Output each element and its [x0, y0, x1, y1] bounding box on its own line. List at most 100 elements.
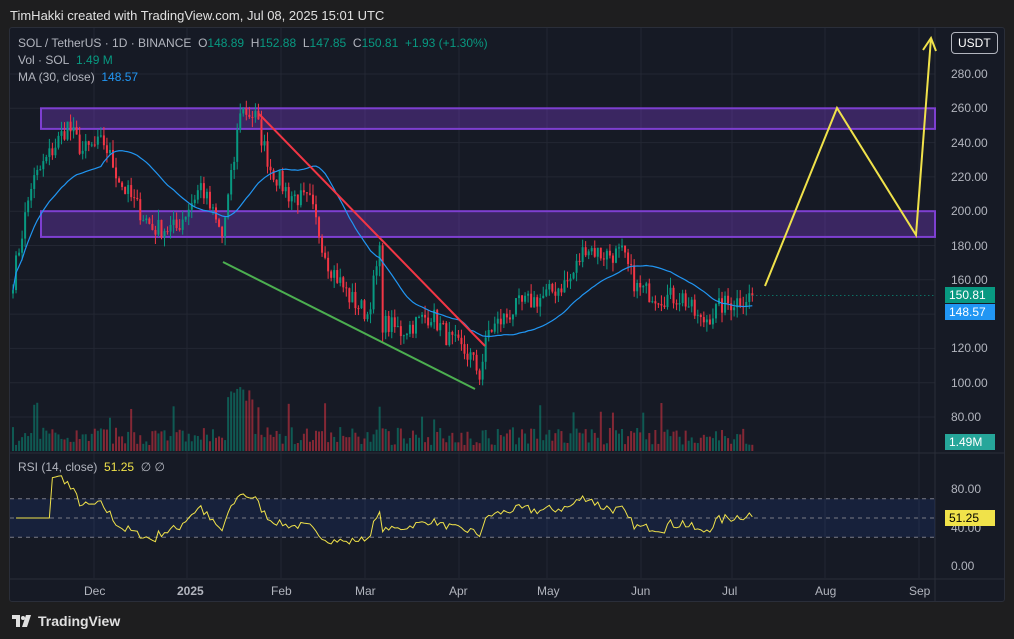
volume-bar: [424, 442, 427, 451]
candle-body: [75, 127, 78, 135]
volume-bar: [27, 436, 30, 451]
volume-bar: [12, 427, 14, 451]
candle-body: [678, 303, 681, 305]
price-tick: 240.00: [951, 135, 988, 150]
volume-bar: [342, 435, 345, 451]
volume-bar: [333, 436, 336, 451]
volume-bar: [324, 403, 327, 451]
candle-body: [587, 251, 590, 256]
volume-value: 1.49 M: [76, 53, 113, 67]
candle-body: [493, 323, 496, 332]
currency-button[interactable]: USDT: [951, 32, 998, 54]
volume-bar: [542, 440, 545, 451]
volume-bar: [514, 444, 517, 451]
candle-body: [236, 129, 239, 162]
candle-body: [239, 113, 242, 130]
volume-bar: [284, 435, 287, 451]
time-tick: May: [537, 584, 560, 598]
volume-bar: [166, 440, 169, 451]
volume-bar: [651, 444, 654, 451]
volume-bar: [299, 440, 302, 451]
rsi-tick: 0.00: [951, 559, 975, 573]
candle-body: [608, 250, 611, 256]
candle-body: [472, 352, 475, 355]
price-chart[interactable]: [10, 28, 1005, 602]
volume-bar: [627, 436, 630, 451]
volume-bar: [496, 429, 499, 451]
price-tick: 200.00: [951, 204, 988, 219]
volume-bar: [566, 442, 569, 451]
candle-body: [166, 231, 169, 233]
volume-bar: [524, 433, 527, 451]
candle-body: [642, 285, 645, 288]
candle-body: [245, 108, 248, 115]
rsi-extra: ∅ ∅: [140, 460, 165, 474]
volume-bar: [451, 432, 454, 451]
volume-bar: [705, 436, 708, 451]
candle-body: [360, 300, 363, 309]
volume-bar: [181, 430, 184, 451]
candle-body: [545, 289, 548, 296]
rsi-line: [16, 475, 753, 545]
candle-body: [663, 305, 666, 308]
candle-body: [581, 247, 584, 263]
rsi-tick: 80.00: [951, 482, 982, 497]
low-value: 147.85: [309, 36, 347, 50]
candle-body: [121, 182, 124, 187]
candle-body: [99, 135, 102, 137]
volume-bar: [351, 428, 354, 451]
volume-bar: [721, 430, 724, 451]
volume-bar: [533, 428, 536, 451]
volume-bar: [272, 436, 275, 451]
volume-bar: [545, 434, 548, 451]
volume-bar: [118, 436, 121, 451]
price-tick: 180.00: [951, 238, 988, 253]
candle-body: [475, 354, 478, 371]
volume-bar: [502, 436, 505, 451]
chart-panel[interactable]: SOL / TetherUS · 1D · BINANCE O148.89 H1…: [9, 27, 1005, 602]
candle-body: [293, 194, 296, 197]
candle-body: [154, 229, 157, 235]
volume-bar: [296, 442, 299, 451]
volume-bar: [375, 429, 378, 451]
volume-bar: [387, 431, 390, 451]
volume-bar: [624, 444, 627, 451]
candle-body: [596, 247, 599, 257]
volume-bar: [708, 436, 711, 451]
candle-body: [724, 295, 727, 313]
volume-bar: [608, 427, 611, 451]
volume-bar: [490, 444, 493, 451]
volume-bar: [384, 428, 387, 451]
candle-body: [654, 301, 657, 304]
candle-body: [266, 141, 269, 167]
volume-bar: [257, 407, 260, 451]
volume-bar: [199, 439, 202, 451]
candle-body: [387, 315, 390, 332]
volume-bar: [30, 433, 33, 451]
candle-body: [514, 298, 517, 315]
volume-bar: [75, 430, 78, 451]
candle-body: [339, 277, 342, 283]
candle-body: [142, 220, 145, 222]
candle-body: [66, 121, 69, 140]
candle-body: [527, 293, 530, 296]
volume-bar: [390, 444, 393, 451]
candle-body: [405, 333, 408, 336]
volume-bar: [418, 437, 421, 451]
volume-bar: [487, 438, 490, 451]
candle-body: [639, 282, 642, 288]
symbol-name: SOL / TetherUS · 1D · BINANCE: [18, 36, 192, 50]
volume-bar: [239, 387, 242, 451]
candle-body: [84, 141, 87, 151]
volume-bar: [293, 444, 296, 451]
candle-body: [648, 283, 651, 303]
candle-body: [751, 293, 754, 296]
volume-bar: [190, 441, 193, 451]
candle-body: [660, 303, 663, 306]
candle-body: [118, 178, 121, 183]
candle-body: [321, 237, 324, 253]
volume-bar: [133, 432, 136, 451]
volume-bar: [654, 429, 657, 451]
candle-body: [548, 283, 551, 290]
volume-bar: [714, 431, 717, 451]
